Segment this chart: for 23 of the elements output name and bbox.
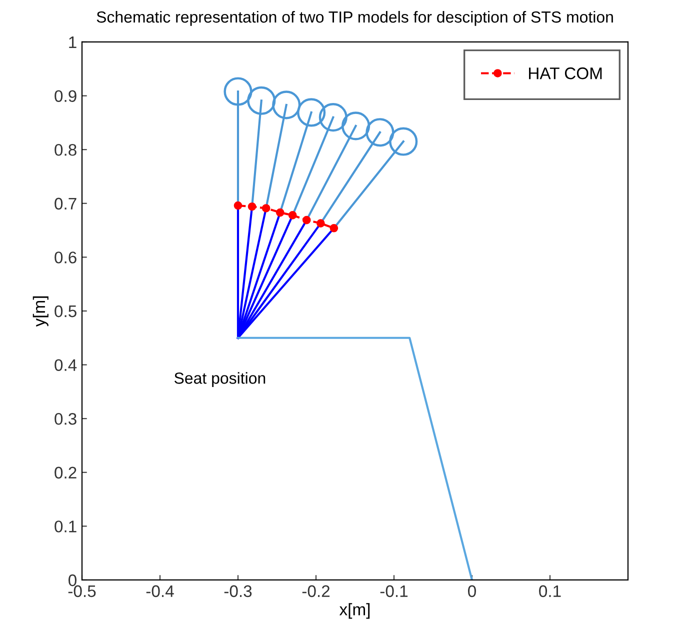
y-tick-label: 1	[69, 36, 76, 48]
x-tick-label: -0.2	[302, 585, 330, 598]
legend-label: HAT COM	[529, 67, 602, 80]
x-tick-label: 0.1	[539, 585, 561, 598]
annotation: Seat position	[174, 372, 266, 387]
y-tick-label: 0.2	[54, 466, 76, 479]
x-tick-label: -0.3	[224, 585, 252, 598]
y-tick-label: 0.4	[54, 359, 77, 371]
y-tick-label: 0.9	[54, 90, 76, 102]
x-tick-label: 0	[468, 585, 476, 598]
y-tick-label: 0.3	[54, 412, 76, 425]
y-tick-label: 0.8	[54, 144, 76, 156]
y-tick-label: 0.7	[54, 198, 76, 210]
chart-title: Schematic representation of two TIP models for desciption of STS motion	[96, 10, 613, 26]
x-tick-label: -0.5	[68, 585, 96, 598]
y-tick-label: 0.1	[54, 520, 76, 532]
x-axis-title: x[m]	[339, 603, 370, 619]
y-tick-label: 0	[68, 574, 76, 586]
x-tick-label: -0.4	[146, 585, 174, 598]
x-tick-label: -0.1	[380, 585, 408, 598]
y-axis-title: y[m]	[32, 296, 48, 327]
y-tick-label: 0.6	[54, 252, 76, 264]
y-tick-label: 0.5	[54, 305, 76, 318]
